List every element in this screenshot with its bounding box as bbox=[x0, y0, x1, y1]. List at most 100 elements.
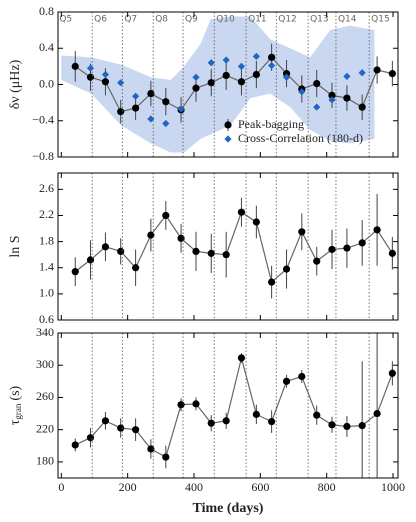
point bbox=[282, 70, 291, 78]
plot-area bbox=[61, 16, 396, 153]
y-tick-label: 260 bbox=[36, 389, 54, 403]
x-tick-label: 600 bbox=[251, 480, 269, 494]
quarter-label: Q12 bbox=[278, 15, 297, 25]
y-tick-label: 220 bbox=[36, 421, 54, 435]
quarter-label: Q9 bbox=[185, 15, 198, 25]
ylabel-unit: (s) bbox=[8, 385, 23, 400]
series-line bbox=[74, 357, 393, 458]
point bbox=[298, 372, 306, 381]
x-tick-label: 0 bbox=[58, 480, 64, 494]
y-tick-label: 0.6 bbox=[39, 312, 54, 326]
y-tick-label: 2.6 bbox=[39, 181, 54, 195]
cc-point bbox=[237, 62, 246, 70]
point bbox=[132, 426, 140, 434]
plot-area bbox=[71, 193, 396, 299]
point bbox=[162, 453, 170, 461]
y-tick-label: −0.8 bbox=[32, 149, 54, 163]
point bbox=[71, 441, 79, 449]
point bbox=[101, 243, 110, 251]
point bbox=[388, 70, 396, 78]
point bbox=[388, 249, 396, 257]
point bbox=[207, 79, 215, 87]
point bbox=[192, 247, 200, 255]
cc-point bbox=[358, 69, 366, 77]
y-tick-label: 180 bbox=[36, 454, 54, 468]
y-tick-label: 2.2 bbox=[39, 207, 54, 221]
point bbox=[101, 78, 110, 86]
point bbox=[268, 53, 276, 61]
point bbox=[117, 247, 125, 255]
point bbox=[117, 108, 125, 116]
ylabel-symbol: τ bbox=[8, 419, 23, 425]
point bbox=[313, 79, 321, 88]
y-tick-label: 0.8 bbox=[39, 4, 54, 18]
cc-point bbox=[117, 79, 125, 87]
point bbox=[268, 278, 276, 286]
uncertainty-band bbox=[61, 16, 375, 153]
point bbox=[237, 354, 246, 362]
point bbox=[268, 418, 276, 426]
legend-label: Peak-bagging bbox=[238, 117, 304, 131]
point bbox=[282, 265, 291, 273]
cc-point bbox=[282, 73, 291, 81]
point bbox=[237, 78, 246, 86]
point bbox=[282, 377, 291, 385]
y-tick-label: 1.8 bbox=[39, 233, 54, 247]
point bbox=[328, 421, 336, 429]
point bbox=[373, 409, 381, 418]
y-axis-label: τgran (s) bbox=[8, 385, 23, 425]
quarter-label: Q14 bbox=[338, 15, 357, 25]
y-tick-label: 1.4 bbox=[39, 259, 54, 273]
cc-point bbox=[298, 88, 306, 96]
y-tick-label: 300 bbox=[36, 357, 54, 371]
x-tick-label: 1000 bbox=[381, 480, 405, 494]
point bbox=[328, 91, 336, 99]
point bbox=[147, 445, 155, 453]
series-line bbox=[74, 211, 393, 284]
point bbox=[388, 369, 396, 377]
cc-point bbox=[207, 59, 215, 67]
cc-point bbox=[343, 72, 351, 80]
point bbox=[237, 208, 246, 216]
point bbox=[358, 103, 366, 111]
point bbox=[177, 234, 185, 242]
point bbox=[298, 228, 306, 236]
cc-point bbox=[101, 70, 110, 79]
point bbox=[86, 256, 95, 264]
point bbox=[71, 268, 79, 276]
point bbox=[252, 410, 260, 418]
cc-point bbox=[268, 61, 276, 70]
y-tick-label: 0.4 bbox=[39, 40, 54, 54]
point bbox=[328, 245, 336, 254]
y-tick-label: 1.0 bbox=[39, 286, 54, 300]
point bbox=[343, 244, 351, 252]
quarter-label: Q8 bbox=[155, 15, 168, 25]
cc-point bbox=[328, 96, 336, 104]
y-axis-label: δν (μHz) bbox=[8, 59, 23, 109]
cc-point bbox=[192, 73, 200, 81]
quarter-label: Q15 bbox=[371, 15, 390, 25]
axes-frame bbox=[57, 172, 399, 321]
quarter-label: Q6 bbox=[94, 15, 107, 25]
cc-point bbox=[252, 52, 260, 61]
point bbox=[343, 422, 351, 431]
point bbox=[162, 98, 170, 106]
point bbox=[101, 417, 110, 425]
point bbox=[358, 422, 366, 430]
quarter-label: Q11 bbox=[248, 15, 267, 25]
point bbox=[343, 94, 351, 102]
legend-marker bbox=[224, 121, 232, 129]
x-tick-label: 800 bbox=[318, 480, 336, 494]
point bbox=[358, 239, 366, 247]
cc-point bbox=[132, 92, 140, 100]
point bbox=[86, 73, 95, 81]
point bbox=[313, 257, 321, 265]
point bbox=[132, 104, 140, 112]
point bbox=[222, 251, 230, 259]
point bbox=[147, 89, 155, 98]
point bbox=[252, 70, 260, 79]
x-tick-label: 200 bbox=[119, 480, 137, 494]
point bbox=[252, 218, 260, 226]
cc-point bbox=[147, 115, 155, 123]
